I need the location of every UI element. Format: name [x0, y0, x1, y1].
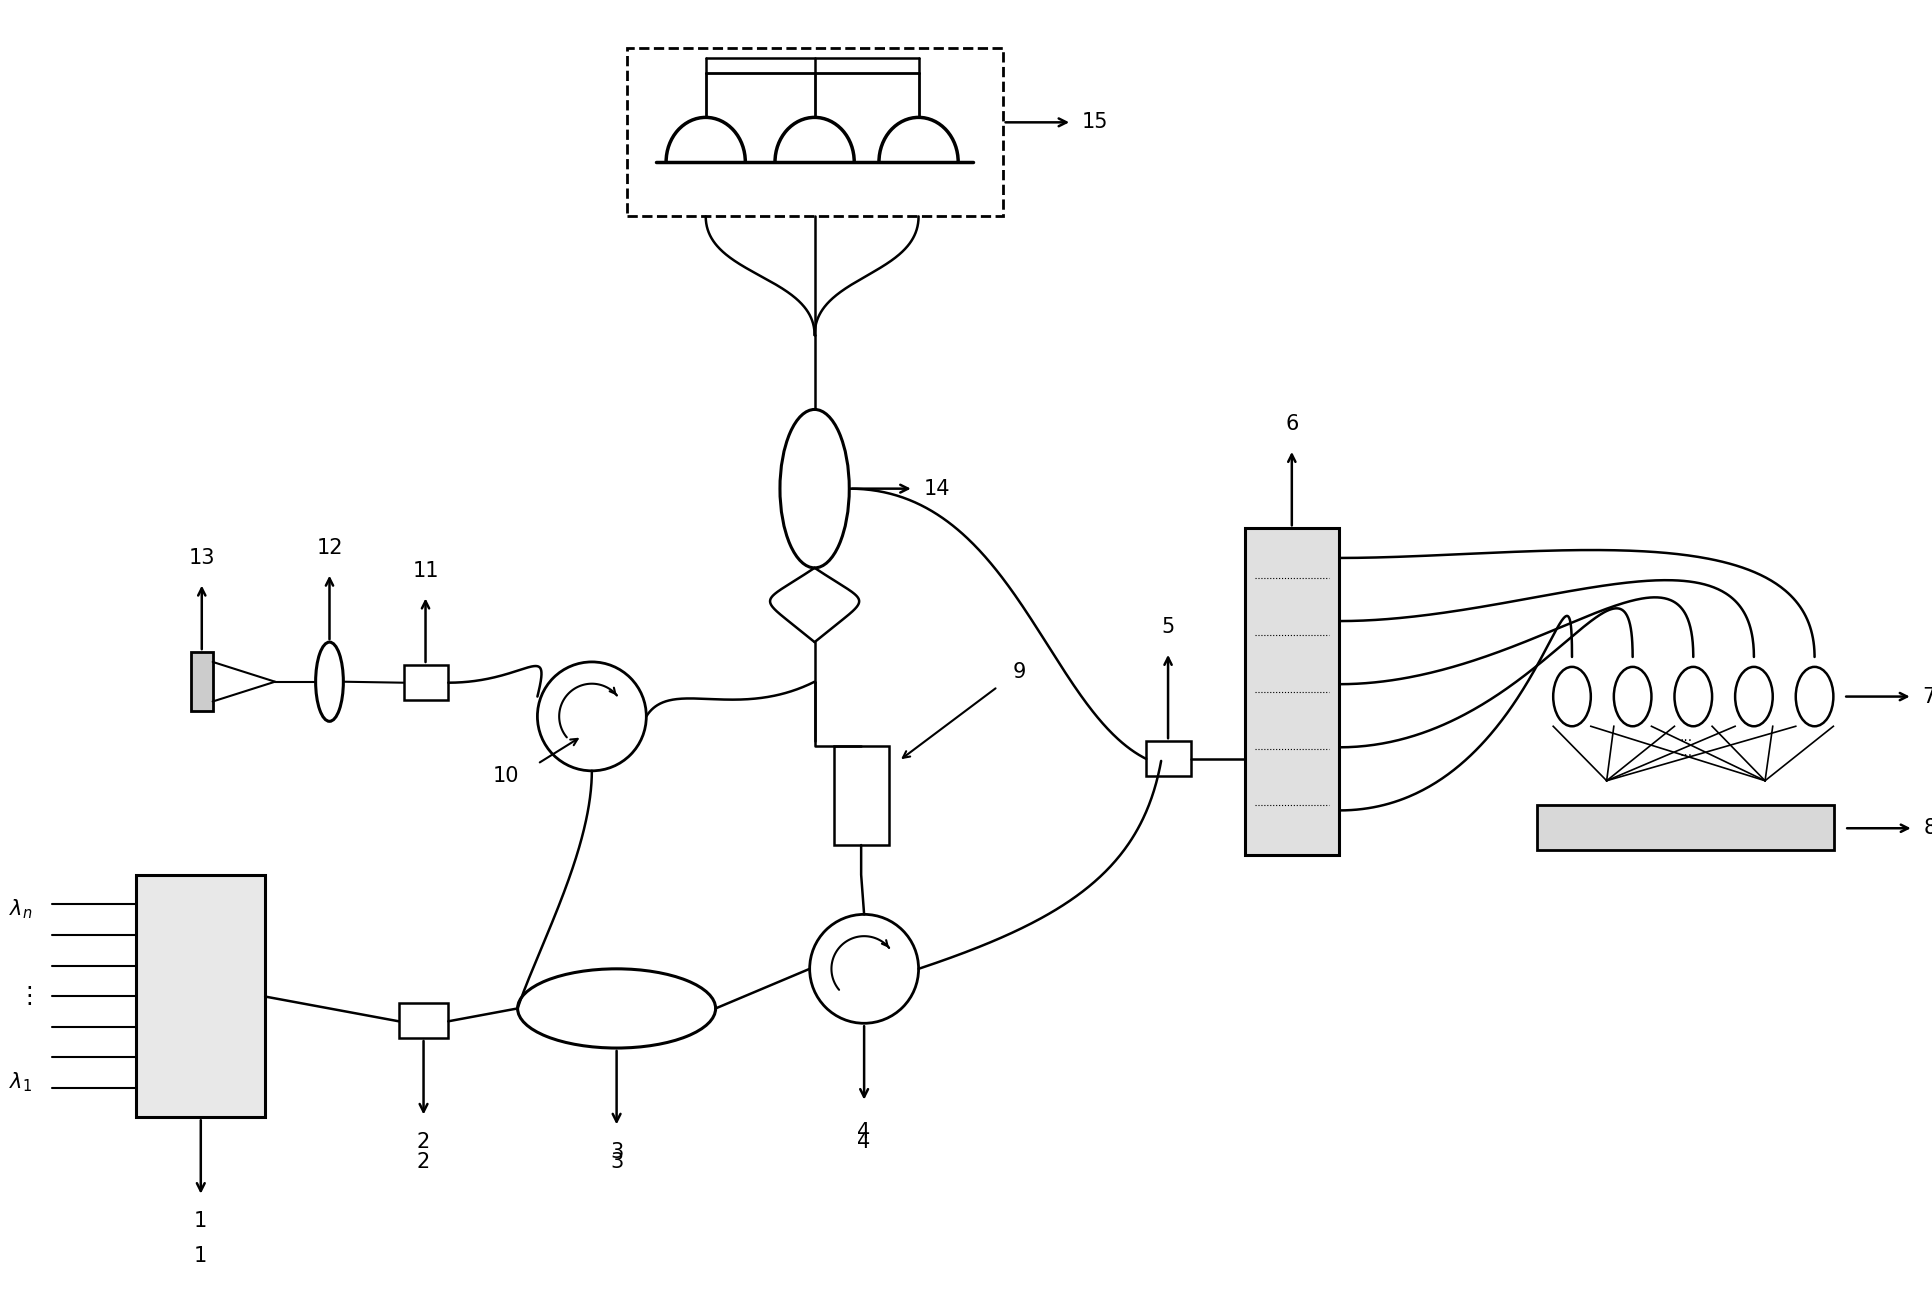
Text: 10: 10	[493, 766, 520, 786]
Text: 5: 5	[1161, 617, 1175, 638]
Bar	[398, 1004, 448, 1038]
Ellipse shape	[1673, 667, 1712, 727]
Text: 12: 12	[317, 538, 342, 558]
Text: 4: 4	[858, 1123, 869, 1142]
Ellipse shape	[1613, 667, 1650, 727]
Text: 2: 2	[417, 1151, 431, 1172]
Text: 1: 1	[193, 1246, 207, 1266]
Text: 6: 6	[1285, 414, 1298, 434]
Text: $\vdots$: $\vdots$	[17, 984, 33, 1008]
Text: 2: 2	[417, 1132, 431, 1153]
Text: 9: 9	[1012, 661, 1026, 682]
Bar	[1244, 528, 1339, 855]
Text: ···: ···	[1679, 749, 1692, 763]
Text: 3: 3	[611, 1151, 622, 1172]
Ellipse shape	[779, 409, 848, 567]
Text: 15: 15	[1082, 112, 1107, 132]
Text: 1: 1	[193, 1212, 207, 1231]
Circle shape	[537, 661, 645, 771]
Text: 3: 3	[611, 1142, 622, 1162]
Text: 14: 14	[923, 478, 949, 499]
Bar	[191, 652, 213, 711]
Text: 7: 7	[1922, 686, 1932, 707]
Ellipse shape	[1553, 667, 1590, 727]
Bar	[137, 874, 265, 1117]
Ellipse shape	[1795, 667, 1832, 727]
Circle shape	[810, 915, 918, 1023]
Ellipse shape	[1735, 667, 1772, 727]
Text: 8: 8	[1922, 818, 1932, 838]
Text: $\lambda_n$: $\lambda_n$	[10, 898, 33, 921]
Text: 11: 11	[412, 561, 439, 580]
Text: 4: 4	[858, 1132, 869, 1151]
Bar	[626, 48, 1003, 217]
Text: 13: 13	[189, 548, 214, 567]
Text: ···: ···	[1679, 735, 1692, 748]
Bar	[1146, 741, 1190, 776]
Ellipse shape	[518, 968, 715, 1048]
Ellipse shape	[315, 642, 344, 721]
Bar	[1536, 805, 1833, 850]
Text: $\lambda_1$: $\lambda_1$	[10, 1070, 33, 1094]
Bar	[835, 746, 889, 846]
Bar	[404, 665, 448, 699]
